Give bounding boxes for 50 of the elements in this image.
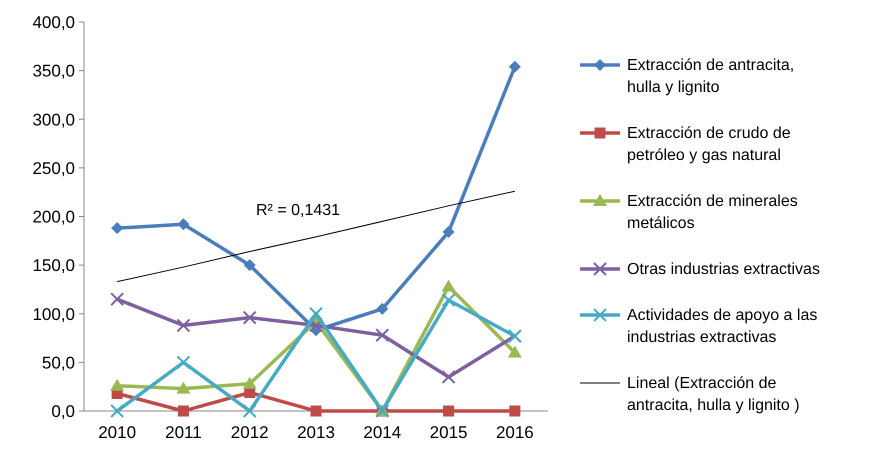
y-tick-label: 350,0 <box>32 62 75 81</box>
x-tick-label: 2016 <box>496 423 534 442</box>
point <box>110 292 124 306</box>
x-tick-label: 2012 <box>230 423 269 442</box>
point <box>177 218 190 230</box>
y-tick-label: 400,0 <box>32 13 75 32</box>
point <box>176 318 190 332</box>
legend-label: Extracción de minerales metálicos <box>627 193 798 232</box>
legend-label: Lineal (Extracción de antracita, hulla y lignito ) <box>627 375 800 414</box>
annotation: R² = 0,1431 <box>256 202 340 219</box>
point <box>309 318 323 332</box>
point <box>508 60 521 73</box>
point <box>242 310 257 325</box>
x-tick-label: 2011 <box>165 423 202 442</box>
point <box>442 293 456 308</box>
point <box>310 406 322 416</box>
point <box>178 406 189 416</box>
y-tick-label: 300,0 <box>32 110 75 130</box>
y-tick-label: 100,0 <box>32 304 75 324</box>
line-series <box>116 190 516 282</box>
y-tick-label: 250,0 <box>32 158 75 178</box>
x-tick-label: 2014 <box>363 423 402 442</box>
point <box>176 355 190 370</box>
point <box>442 280 456 292</box>
y-tick-label: 200,0 <box>32 208 75 226</box>
point <box>242 404 257 418</box>
x-tick-label: 2015 <box>430 423 468 442</box>
point <box>110 378 124 391</box>
point <box>110 404 124 418</box>
point <box>442 226 455 238</box>
point <box>242 376 257 389</box>
y-tick-label: 150,0 <box>32 256 75 276</box>
point <box>309 306 323 321</box>
legend-label: Actividades de apoyo a las industrias extractivas <box>627 307 818 346</box>
x-tick-label: 2013 <box>297 423 335 442</box>
y-tick-label: 50,0 <box>42 353 75 372</box>
point <box>375 328 390 342</box>
y-tick-label: 0,0 <box>51 402 75 421</box>
point <box>176 382 190 394</box>
point <box>508 346 522 358</box>
point <box>111 222 124 234</box>
point <box>376 302 388 315</box>
legend-label: Otras industrias extractivas <box>627 261 820 278</box>
point <box>442 370 456 384</box>
point <box>509 406 520 416</box>
x-tick-label: 2010 <box>98 423 136 442</box>
legend-label: Extracción de crudo de petróleo y gas natural <box>627 125 791 164</box>
point <box>443 406 454 416</box>
legend-label: Extracción de antracita, hulla y lignito <box>627 57 794 96</box>
point <box>244 259 256 272</box>
